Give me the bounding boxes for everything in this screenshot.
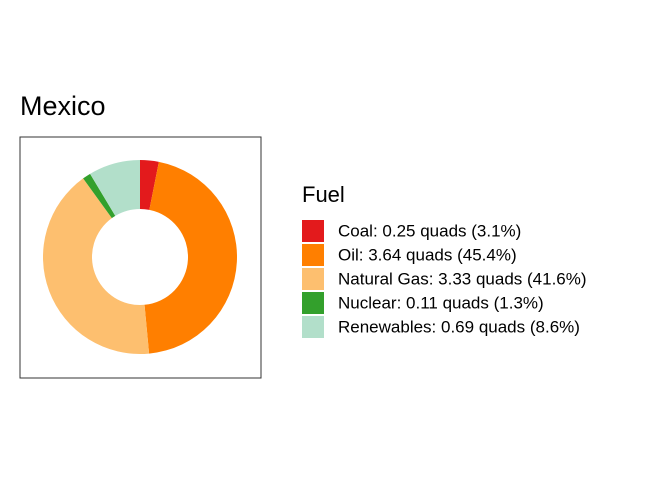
- chart-title: Mexico: [20, 91, 106, 121]
- legend-swatch: [302, 268, 324, 290]
- donut-slice: [90, 160, 140, 216]
- donut-slice: [83, 173, 116, 219]
- donut-slice: [43, 178, 150, 354]
- plot-frame: [19, 136, 262, 379]
- legend-swatch: [302, 292, 324, 314]
- legend-label: Oil: 3.64 quads (45.4%): [338, 245, 517, 264]
- legend-swatch: [302, 220, 324, 242]
- legend-swatch: [302, 316, 324, 338]
- donut-slice: [144, 161, 237, 354]
- legend-title: Fuel: [302, 182, 345, 207]
- legend-label: Nuclear: 0.11 quads (1.3%): [338, 293, 544, 312]
- legend-label: Coal: 0.25 quads (3.1%): [338, 221, 521, 240]
- donut-slice: [140, 160, 159, 210]
- legend-swatch: [302, 244, 324, 266]
- legend-label: Natural Gas: 3.33 quads (41.6%): [338, 269, 587, 288]
- legend-label: Renewables: 0.69 quads (8.6%): [338, 317, 580, 336]
